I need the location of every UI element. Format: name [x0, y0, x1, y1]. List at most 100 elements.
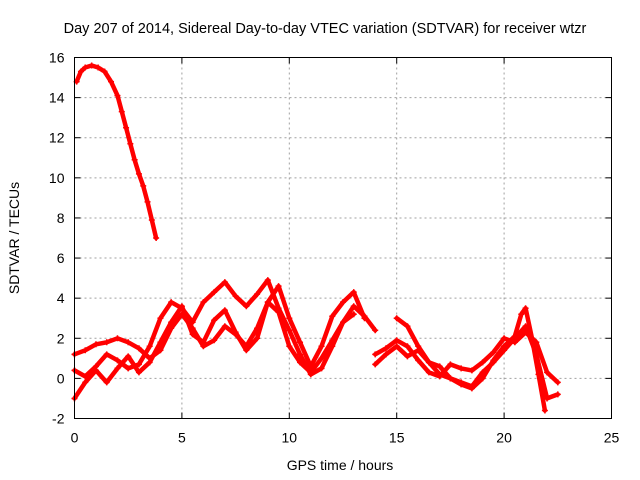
- data-point: [168, 299, 175, 306]
- data-point: [541, 407, 548, 414]
- data-point: [189, 331, 196, 338]
- data-point: [103, 339, 110, 346]
- data-point: [372, 361, 379, 368]
- data-point: [490, 349, 497, 356]
- data-point: [522, 305, 529, 312]
- data-point: [232, 329, 239, 336]
- data-point: [447, 361, 454, 368]
- data-point: [404, 343, 411, 350]
- data-point: [501, 335, 508, 342]
- data-point: [479, 375, 486, 382]
- data-point: [307, 371, 314, 378]
- data-point: [114, 92, 121, 99]
- x-tick-label: 25: [604, 430, 620, 446]
- data-point: [211, 289, 218, 296]
- y-tick-label: 6: [57, 250, 65, 266]
- data-point: [275, 283, 282, 290]
- data-point: [82, 64, 89, 71]
- data-point: [148, 216, 155, 223]
- data-point: [415, 343, 422, 350]
- data-point: [529, 335, 536, 342]
- data-point: [340, 319, 346, 326]
- data-point: [458, 365, 465, 372]
- data-point: [108, 78, 115, 85]
- data-point: [307, 363, 314, 370]
- y-tick-label: 0: [57, 370, 65, 386]
- data-point: [82, 379, 89, 386]
- data-point: [82, 347, 89, 354]
- series-track-4: [72, 283, 367, 401]
- data-point: [297, 339, 304, 346]
- x-tick-label: 10: [282, 430, 298, 446]
- y-tick-label: 4: [57, 290, 65, 306]
- axis-ticks: 0 5 10 15 20 25 -2 0 2 4 6 8 10 12 14 16: [49, 50, 620, 446]
- data-point: [103, 351, 110, 358]
- data-point: [415, 357, 422, 364]
- data-point: [425, 369, 432, 376]
- data-point: [114, 365, 121, 372]
- data-point: [329, 343, 336, 350]
- data-point: [157, 315, 164, 322]
- data-point: [92, 367, 99, 374]
- data-point: [479, 359, 486, 366]
- data-point: [125, 365, 132, 372]
- data-point: [178, 303, 185, 310]
- data-point: [88, 62, 95, 69]
- data-point: [125, 339, 132, 346]
- data-point: [554, 379, 561, 386]
- gridlines: [74, 57, 612, 419]
- data-point: [221, 307, 228, 314]
- data-point: [436, 363, 443, 370]
- data-point: [221, 279, 228, 286]
- data-point: [518, 311, 525, 318]
- data-point: [146, 343, 153, 350]
- y-axis-label: SDTVAR / TECUs: [6, 182, 22, 294]
- data-point: [393, 315, 400, 322]
- data-point: [297, 351, 304, 358]
- data-point: [436, 371, 443, 378]
- data-point: [127, 140, 134, 147]
- data-point: [135, 345, 142, 352]
- data-point: [350, 303, 357, 310]
- data-point: [286, 315, 293, 322]
- data-point: [511, 333, 518, 340]
- data-point: [131, 156, 138, 163]
- data-point: [135, 170, 142, 177]
- data-point: [103, 379, 110, 386]
- plot-frame: [74, 57, 612, 419]
- data-point: [144, 198, 151, 205]
- data-point: [200, 299, 207, 306]
- data-point: [101, 68, 108, 75]
- x-tick-label: 20: [496, 430, 512, 446]
- data-point: [404, 323, 411, 330]
- data-point: [82, 373, 89, 380]
- data-point: [254, 291, 261, 298]
- data-point: [114, 357, 121, 364]
- data-point: [243, 303, 250, 310]
- x-tick-label: 15: [389, 430, 405, 446]
- data-point: [157, 339, 164, 346]
- data-point: [329, 313, 336, 320]
- data-point: [189, 319, 196, 326]
- data-series: [71, 62, 561, 414]
- data-point: [275, 305, 282, 312]
- data-point: [490, 357, 497, 364]
- y-tick-label: 16: [49, 50, 65, 66]
- data-point: [468, 367, 475, 374]
- x-tick-label: 5: [178, 430, 186, 446]
- data-point: [123, 124, 130, 131]
- data-point: [393, 343, 400, 350]
- y-tick-label: 2: [57, 330, 65, 346]
- data-point: [501, 343, 508, 350]
- data-point: [125, 353, 132, 360]
- data-point: [135, 361, 142, 368]
- data-point: [350, 311, 357, 318]
- data-point: [318, 343, 325, 350]
- data-point: [361, 315, 368, 322]
- data-point: [95, 64, 102, 71]
- data-point: [286, 343, 293, 350]
- chart-title: Day 207 of 2014, Sidereal Day-to-day VTE…: [64, 21, 587, 37]
- data-point: [340, 299, 346, 306]
- data-point: [264, 277, 271, 284]
